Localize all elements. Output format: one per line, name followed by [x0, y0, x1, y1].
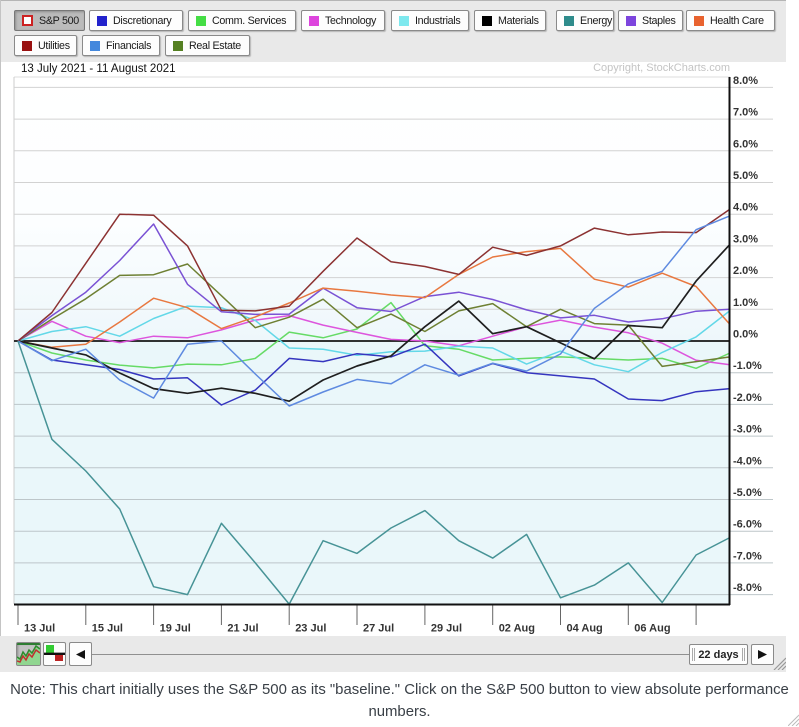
- svg-text:1.0%: 1.0%: [733, 297, 758, 309]
- svg-text:-5.0%: -5.0%: [733, 487, 762, 499]
- svg-text:04 Aug: 04 Aug: [567, 623, 603, 635]
- svg-text:-2.0%: -2.0%: [733, 392, 762, 404]
- svg-text:-3.0%: -3.0%: [733, 424, 762, 436]
- svg-text:29 Jul: 29 Jul: [431, 623, 462, 635]
- svg-text:13 Jul: 13 Jul: [24, 623, 55, 635]
- svg-text:21 Jul: 21 Jul: [227, 623, 258, 635]
- svg-text:-1.0%: -1.0%: [733, 360, 762, 372]
- svg-text:6.0%: 6.0%: [733, 138, 758, 150]
- svg-text:7.0%: 7.0%: [733, 107, 758, 119]
- svg-text:06 Aug: 06 Aug: [634, 623, 670, 635]
- svg-text:-7.0%: -7.0%: [733, 550, 762, 562]
- svg-text:-8.0%: -8.0%: [733, 582, 762, 594]
- svg-text:27 Jul: 27 Jul: [363, 623, 394, 635]
- svg-text:8.0%: 8.0%: [733, 75, 758, 87]
- svg-text:-4.0%: -4.0%: [733, 455, 762, 467]
- svg-text:19 Jul: 19 Jul: [160, 623, 191, 635]
- svg-text:4.0%: 4.0%: [733, 202, 758, 214]
- svg-text:-6.0%: -6.0%: [733, 519, 762, 531]
- svg-text:2.0%: 2.0%: [733, 265, 758, 277]
- svg-text:23 Jul: 23 Jul: [295, 623, 326, 635]
- svg-text:02 Aug: 02 Aug: [499, 623, 535, 635]
- svg-text:3.0%: 3.0%: [733, 233, 758, 245]
- svg-text:15 Jul: 15 Jul: [92, 623, 123, 635]
- svg-text:5.0%: 5.0%: [733, 170, 758, 182]
- svg-text:0.0%: 0.0%: [733, 329, 758, 341]
